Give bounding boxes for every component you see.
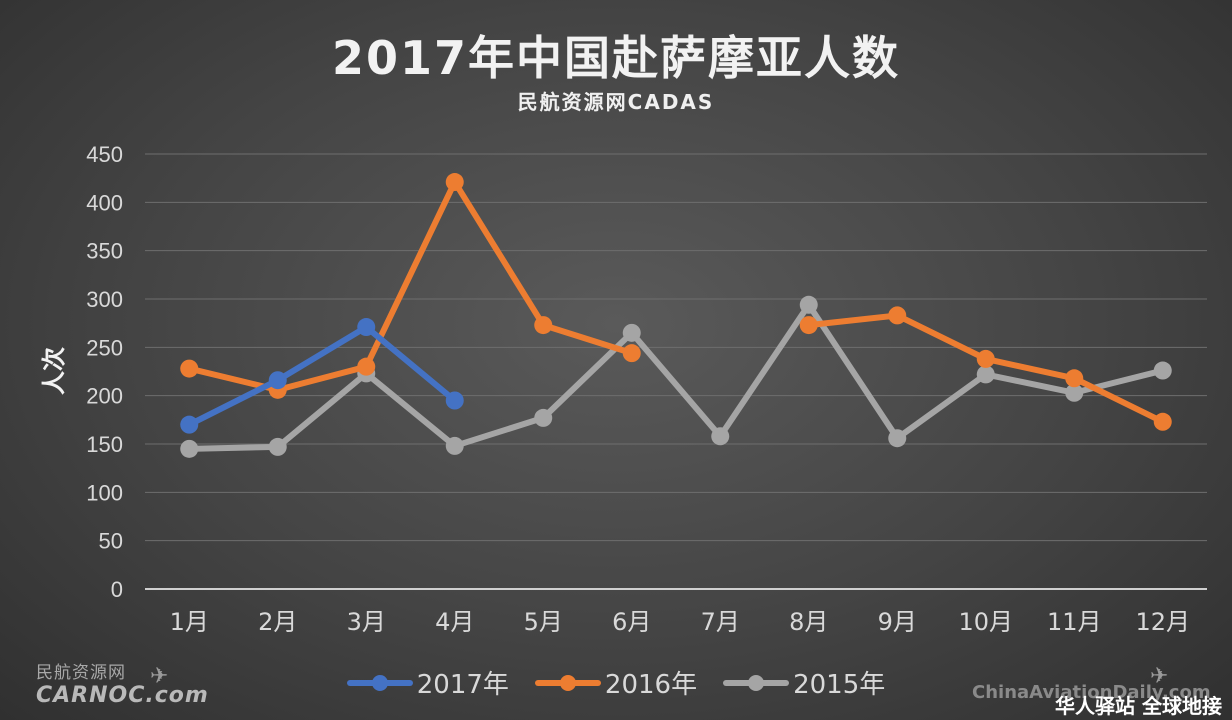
data-point (268, 371, 287, 390)
data-point (1153, 412, 1172, 431)
legend: 2017年 2016年 2015年 (0, 664, 1232, 701)
data-point (357, 318, 376, 337)
series-2015年 (180, 295, 1172, 458)
watermark-left-brand: CARNOC.com (36, 683, 209, 708)
line-chart: 0 50 100 150 200 250 300 350 400 450 1月 2月 3月 4月 5月 6月… (40, 142, 1207, 636)
y-axis-label: 人次 (40, 347, 68, 395)
x-tick-label: 2月 (258, 608, 297, 636)
y-tick-label: 250 (86, 335, 123, 360)
gridlines (145, 153, 1207, 590)
y-axis-ticks: 0 50 100 150 200 250 300 350 400 450 (86, 142, 123, 602)
legend-item: 2017年 (346, 664, 509, 701)
plane-icon: ✈ (1150, 664, 1169, 689)
x-tick-label: 5月 (524, 608, 563, 636)
data-point (711, 427, 730, 446)
data-point (1065, 383, 1084, 402)
data-point (357, 357, 376, 376)
series-line (186, 301, 1166, 452)
data-point (445, 391, 464, 410)
data-point (888, 429, 907, 448)
x-tick-label: 12月 (1135, 608, 1190, 636)
legend-label: 2017年 (416, 670, 509, 700)
y-tick-label: 0 (111, 577, 123, 602)
data-point (445, 173, 464, 192)
chart-subtitle: 民航资源网CADAS (517, 90, 715, 114)
legend-swatch (534, 674, 601, 691)
legend-item: 2015年 (723, 664, 885, 701)
data-point (445, 436, 464, 455)
y-tick-label: 100 (86, 480, 123, 505)
x-tick-label: 10月 (958, 608, 1013, 636)
y-tick-label: 50 (99, 529, 123, 554)
carnoc-watermark: 民航资源网 CARNOC.com (36, 658, 209, 708)
data-point (1153, 361, 1172, 380)
watermark-right-slogan: 华人驿站 全球地接 (1055, 694, 1222, 718)
data-point (180, 439, 199, 458)
data-point (622, 344, 641, 363)
data-point (976, 349, 995, 368)
data-point (180, 415, 199, 434)
x-tick-label: 9月 (878, 608, 917, 636)
data-point (799, 316, 818, 335)
x-tick-label: 1月 (170, 608, 209, 636)
y-tick-label: 300 (86, 287, 123, 312)
x-tick-label: 4月 (435, 608, 474, 636)
y-tick-label: 200 (86, 384, 123, 409)
series-line (186, 324, 458, 428)
legend-swatch (346, 674, 413, 691)
watermark-left-cn: 民航资源网 (36, 663, 126, 683)
series-line (186, 179, 635, 393)
y-tick-label: 400 (86, 190, 123, 215)
y-tick-label: 150 (86, 432, 123, 457)
data-point (1065, 369, 1084, 388)
legend-label: 2016年 (604, 670, 698, 700)
data-point (534, 316, 553, 335)
x-tick-label: 11月 (1047, 608, 1102, 636)
data-point (534, 408, 553, 427)
plane-icon: ✈ (150, 664, 169, 689)
data-point (799, 295, 818, 314)
legend-swatch (723, 674, 790, 691)
legend-label: 2015年 (793, 670, 886, 700)
chart-title: 2017年中国赴萨摩亚人数 (331, 31, 901, 85)
data-point (622, 323, 641, 342)
x-tick-label: 6月 (612, 608, 651, 636)
x-tick-label: 8月 (789, 608, 828, 636)
y-tick-label: 350 (86, 239, 123, 264)
series-2016年 (180, 173, 1172, 431)
data-point (180, 359, 199, 378)
legend-item: 2016年 (534, 664, 698, 701)
watermark-right-url: ChinaAviationDaily.com (972, 682, 1211, 703)
x-axis-ticks: 1月 2月 3月 4月 5月 6月 7月 8月 9月 10月 11月 12月 (170, 608, 1190, 636)
data-point (268, 437, 287, 456)
x-tick-label: 7月 (701, 608, 740, 636)
data-point (888, 306, 907, 325)
data-point (976, 365, 995, 384)
y-tick-label: 450 (86, 142, 123, 167)
x-tick-label: 3月 (347, 608, 386, 636)
series-group (180, 173, 1172, 458)
series-2017年 (180, 318, 464, 434)
